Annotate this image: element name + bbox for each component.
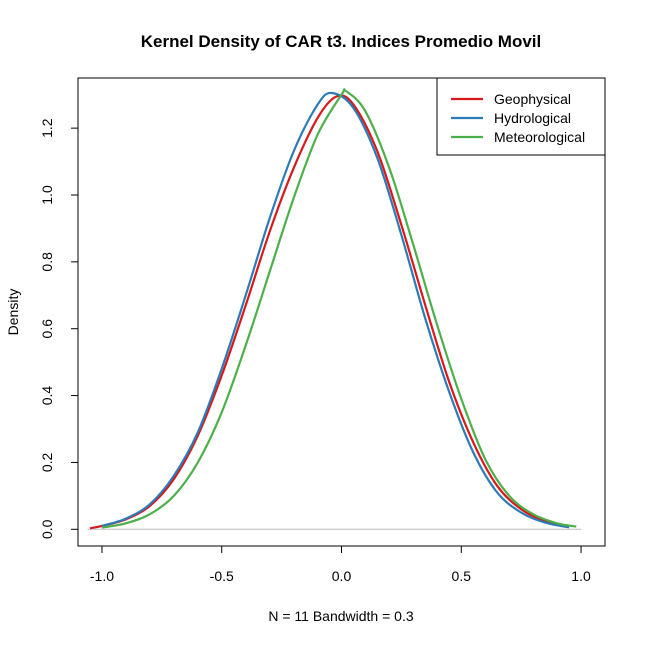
x-tick-label: 1.0 [571,568,591,584]
legend-box [436,77,606,156]
y-tick-label: 0.8 [39,252,55,272]
y-tick-label: 1.0 [39,185,55,205]
y-axis-label: Density [5,289,21,336]
x-tick-label: -0.5 [210,568,234,584]
y-tick-label: 0.2 [39,452,55,472]
x-tick-label: 0.0 [332,568,352,584]
chart-title: Kernel Density of CAR t3. Indices Promed… [141,32,542,51]
legend-label-hydrological: Hydrological [494,110,571,126]
x-tick-label: 0.5 [452,568,472,584]
series-line-meteorological [101,88,577,529]
y-tick-label: 1.2 [39,118,55,138]
y-tick-label: 0.4 [39,386,55,406]
y-tick-label: 0.0 [39,519,55,539]
legend-label-meteorological: Meteorological [494,129,585,145]
legend-label-geophysical: Geophysical [494,91,571,107]
plot-area: -1.0 -0.5 0.0 0.5 1.0 0.0 0.2 0.4 0.6 0.8 1.0 1.2 Ge… [39,77,606,584]
series-line-hydrological [101,91,570,529]
x-tick-label: -1.0 [90,568,114,584]
x-axis-label: N = 11 Bandwidth = 0.3 [268,608,413,624]
series-line-geophysical [89,94,570,530]
y-tick-label: 0.6 [39,319,55,339]
